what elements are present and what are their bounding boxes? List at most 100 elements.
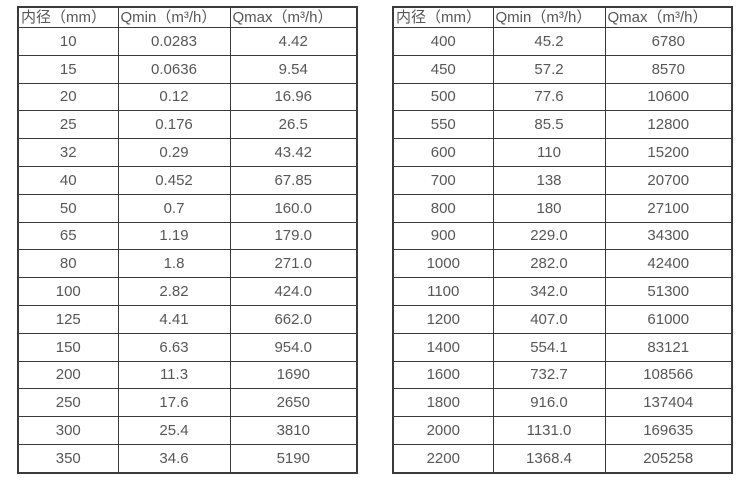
table-cell: 2000	[392, 416, 494, 445]
table-cell: 200	[17, 360, 119, 390]
table-cell: 80	[17, 249, 119, 279]
table-cell: 61000	[604, 304, 733, 334]
table-cell: 916.0	[492, 388, 606, 418]
table-row: 400 45.2 6780	[392, 27, 733, 56]
table-cell: 137404	[604, 388, 733, 418]
table-cell: 34.6	[117, 443, 231, 474]
column-header: 内径（mm）	[392, 6, 494, 28]
table-cell: 12800	[604, 110, 733, 140]
table-cell: 282.0	[492, 249, 606, 279]
table-cell: 20700	[604, 165, 733, 195]
table-row: 20 0.12 16.96	[17, 82, 358, 112]
table-row: 200 11.3 1690	[17, 360, 358, 390]
table-cell: 67.85	[229, 165, 358, 195]
table-row: 2200 1368.4 205258	[392, 443, 733, 474]
table-row: 10 0.0283 4.42	[17, 27, 358, 56]
table-cell: 1368.4	[492, 443, 606, 474]
table-cell: 3810	[229, 416, 358, 445]
table-cell: 6.63	[117, 332, 231, 362]
table-cell: 180	[492, 193, 606, 223]
flow-rate-table-right: 内径（mm） Qmin（m³/h） Qmax（m³/h） 400 45.2 6780 45…	[392, 6, 733, 474]
table-cell: 16.96	[229, 82, 358, 112]
table-cell: 15	[17, 54, 119, 84]
table-cell: 32	[17, 138, 119, 167]
table-cell: 1800	[392, 388, 494, 418]
table-cell: 8570	[604, 54, 733, 84]
table-row: 1000 282.0 42400	[392, 249, 733, 279]
table-cell: 1131.0	[492, 416, 606, 445]
table-cell: 662.0	[229, 304, 358, 334]
column-header: Qmin（m³/h）	[117, 6, 231, 28]
table-cell: 732.7	[492, 360, 606, 390]
table-cell: 4.41	[117, 304, 231, 334]
table-cell: 400	[392, 27, 494, 56]
table-row: 250 17.6 2650	[17, 388, 358, 418]
table-cell: 800	[392, 193, 494, 223]
table-cell: 554.1	[492, 332, 606, 362]
table-cell: 0.0283	[117, 27, 231, 56]
table-cell: 500	[392, 82, 494, 112]
table-row: 32 0.29 43.42	[17, 138, 358, 167]
table-cell: 179.0	[229, 221, 358, 251]
table-cell: 0.12	[117, 82, 231, 112]
table-row: 800 180 27100	[392, 193, 733, 223]
table-row: 1400 554.1 83121	[392, 332, 733, 362]
table-cell: 700	[392, 165, 494, 195]
table-row: 50 0.7 160.0	[17, 193, 358, 223]
table-cell: 1100	[392, 277, 494, 306]
table-cell: 900	[392, 221, 494, 251]
table-cell: 205258	[604, 443, 733, 474]
table-cell: 300	[17, 416, 119, 445]
table-cell: 250	[17, 388, 119, 418]
table-cell: 100	[17, 277, 119, 306]
table-row: 25 0.176 26.5	[17, 110, 358, 140]
table-row: 1800 916.0 137404	[392, 388, 733, 418]
table-cell: 125	[17, 304, 119, 334]
table-cell: 20	[17, 82, 119, 112]
table-cell: 550	[392, 110, 494, 140]
table-row: 80 1.8 271.0	[17, 249, 358, 279]
table-row: 100 2.82 424.0	[17, 277, 358, 306]
table-row: 600 110 15200	[392, 138, 733, 167]
table-cell: 11.3	[117, 360, 231, 390]
table-cell: 407.0	[492, 304, 606, 334]
table-cell: 350	[17, 443, 119, 474]
table-row: 40 0.452 67.85	[17, 165, 358, 195]
table-cell: 34300	[604, 221, 733, 251]
table-cell: 27100	[604, 193, 733, 223]
table-row: 1600 732.7 108566	[392, 360, 733, 390]
table-cell: 1200	[392, 304, 494, 334]
table-cell: 77.6	[492, 82, 606, 112]
table-cell: 229.0	[492, 221, 606, 251]
table-cell: 0.452	[117, 165, 231, 195]
table-cell: 1400	[392, 332, 494, 362]
table-cell: 10	[17, 27, 119, 56]
table-cell: 26.5	[229, 110, 358, 140]
column-header: Qmax（m³/h）	[604, 6, 733, 28]
table-cell: 40	[17, 165, 119, 195]
table-cell: 15200	[604, 138, 733, 167]
table-cell: 50	[17, 193, 119, 223]
header-row: 内径（mm） Qmin（m³/h） Qmax（m³/h）	[392, 6, 733, 28]
table-row: 1200 407.0 61000	[392, 304, 733, 334]
table-cell: 169635	[604, 416, 733, 445]
column-header: 内径（mm）	[17, 6, 119, 28]
table-row: 15 0.0636 9.54	[17, 54, 358, 84]
table-cell: 10600	[604, 82, 733, 112]
table-cell: 43.42	[229, 138, 358, 167]
table-row: 900 229.0 34300	[392, 221, 733, 251]
table-cell: 45.2	[492, 27, 606, 56]
table-row: 700 138 20700	[392, 165, 733, 195]
table-cell: 0.176	[117, 110, 231, 140]
table-cell: 65	[17, 221, 119, 251]
table-cell: 0.0636	[117, 54, 231, 84]
table-row: 550 85.5 12800	[392, 110, 733, 140]
table-cell: 25	[17, 110, 119, 140]
table-cell: 57.2	[492, 54, 606, 84]
column-header: Qmax（m³/h）	[229, 6, 358, 28]
table-cell: 424.0	[229, 277, 358, 306]
header-row: 内径（mm） Qmin（m³/h） Qmax（m³/h）	[17, 6, 358, 28]
table-cell: 9.54	[229, 54, 358, 84]
table-row: 65 1.19 179.0	[17, 221, 358, 251]
